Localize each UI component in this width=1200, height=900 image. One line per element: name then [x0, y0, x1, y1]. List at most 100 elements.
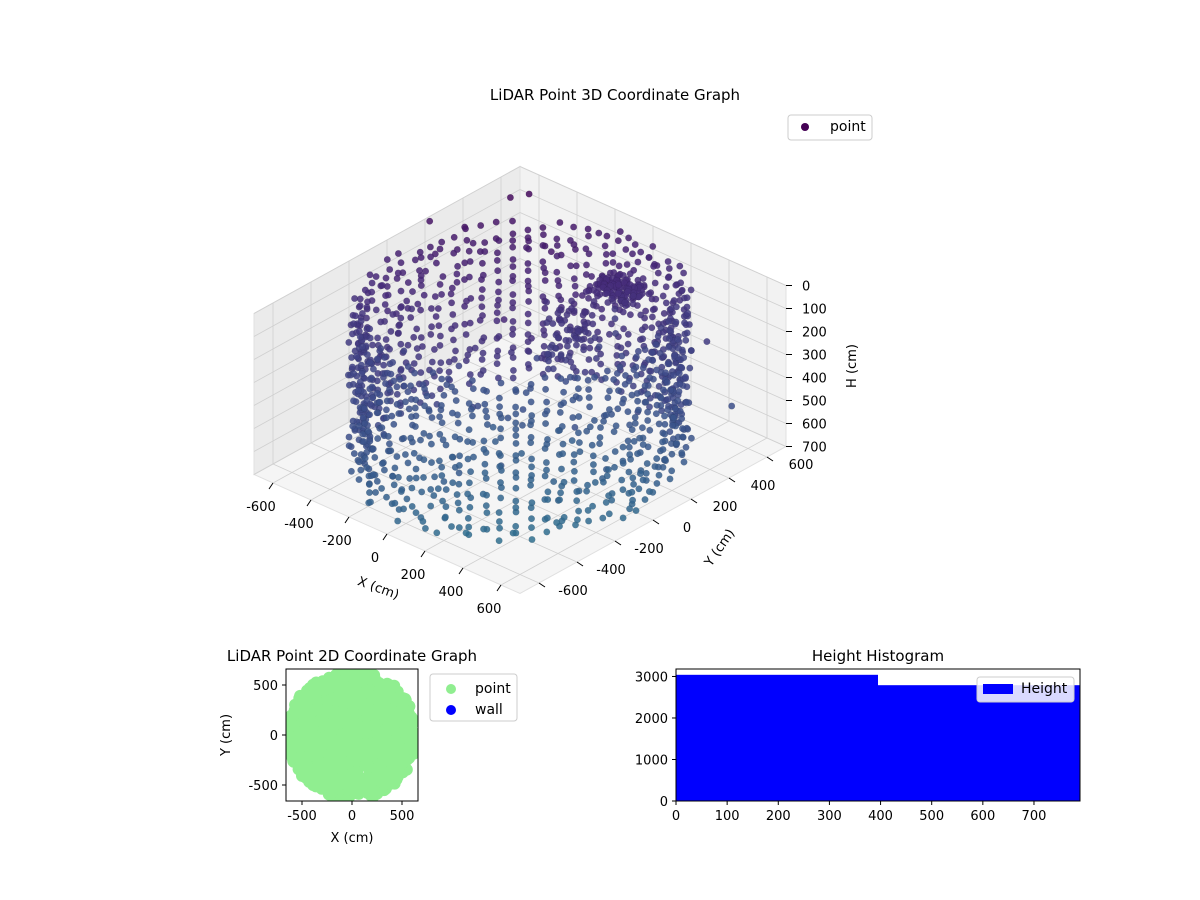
- point-3d: [401, 451, 409, 459]
- point-3d: [659, 438, 667, 446]
- point-3d: [522, 389, 530, 397]
- point-3d: [361, 286, 369, 294]
- point-3d: [509, 325, 517, 333]
- point-3d: [629, 496, 637, 504]
- point-3d: [630, 366, 638, 374]
- chart-2d-xlabel: X (cm): [331, 831, 374, 846]
- point-3d: [605, 492, 613, 500]
- point-3d: [408, 484, 416, 492]
- point-3d: [500, 316, 508, 324]
- point-3d: [384, 307, 392, 315]
- point-3d: [455, 480, 463, 488]
- point-3d: [355, 422, 363, 430]
- legend-2d-label-point: point: [475, 681, 511, 697]
- point-3d: [682, 398, 690, 406]
- legend-2d: point wall: [429, 673, 518, 722]
- point-3d: [560, 399, 568, 407]
- point-3d: [601, 242, 609, 250]
- point-3d: [350, 370, 358, 378]
- legend-3d-label: point: [830, 119, 866, 135]
- point-3d: [542, 459, 550, 467]
- point-3d: [350, 397, 358, 405]
- point-3d: [442, 503, 450, 511]
- point-3d: [436, 430, 444, 438]
- point-3d: [681, 319, 689, 327]
- point-3d: [414, 300, 422, 308]
- ticks-2d: -500 0 500 -500 0 500: [248, 679, 414, 824]
- point-3d: [512, 386, 520, 394]
- point-3d: [656, 349, 664, 357]
- point-3d: [383, 493, 391, 501]
- point-2d: [338, 680, 351, 693]
- point-3d: [527, 398, 535, 406]
- point-3d: [361, 404, 369, 412]
- point-3d: [567, 262, 575, 270]
- point-3d: [426, 217, 434, 225]
- point-3d: [385, 440, 393, 448]
- point-3d: [588, 441, 596, 449]
- point-3d: [600, 417, 608, 425]
- point-3d: [637, 311, 645, 319]
- point-3d: [553, 235, 561, 243]
- point-3d: [566, 373, 574, 381]
- point-3d: [528, 499, 536, 507]
- point-3d: [642, 398, 650, 406]
- legend-histogram-swatch: [983, 684, 1013, 694]
- point-3d: [481, 239, 489, 247]
- point-3d: [462, 529, 470, 537]
- point-3d: [614, 405, 622, 413]
- point-3d: [417, 334, 425, 342]
- point-3d: [412, 465, 420, 473]
- point-3d: [596, 433, 604, 441]
- point-3d: [349, 422, 357, 430]
- z3d-tick-label: 400: [802, 372, 827, 387]
- point-3d: [609, 250, 617, 258]
- point-3d: [481, 460, 489, 468]
- histogram-bar: [676, 674, 878, 801]
- point-3d: [574, 327, 582, 335]
- point-3d: [360, 438, 368, 446]
- point-3d: [432, 313, 440, 321]
- point-3d: [524, 277, 532, 285]
- point-3d: [434, 305, 442, 313]
- point-3d: [539, 293, 547, 301]
- point-3d: [671, 405, 679, 413]
- point-3d: [354, 387, 362, 395]
- point-3d: [652, 410, 660, 418]
- yhist-tick-label: 2000: [635, 712, 668, 727]
- point-3d: [382, 406, 390, 414]
- point-3d: [477, 221, 485, 229]
- point-3d: [445, 368, 453, 376]
- point-3d: [554, 334, 562, 342]
- point-3d: [525, 190, 533, 198]
- point-3d: [469, 385, 477, 393]
- point-3d: [543, 398, 551, 406]
- point-3d: [632, 353, 640, 361]
- point-3d: [673, 440, 681, 448]
- point-3d: [528, 471, 536, 479]
- point-3d: [630, 437, 638, 445]
- point-3d: [509, 299, 517, 307]
- point-3d: [372, 273, 380, 281]
- point-3d: [483, 421, 491, 429]
- chart-2d-title: LiDAR Point 2D Coordinate Graph: [227, 647, 477, 665]
- point-3d: [504, 414, 512, 422]
- point-3d: [557, 352, 565, 360]
- point-3d: [661, 455, 669, 463]
- point-3d: [382, 380, 390, 388]
- z3d-tick-label: 700: [802, 441, 827, 456]
- point-3d: [629, 300, 637, 308]
- point-3d: [353, 352, 361, 360]
- point-3d: [382, 292, 390, 300]
- point-3d: [541, 374, 549, 382]
- y2d-tick-label: 0: [270, 729, 278, 744]
- point-3d: [404, 363, 412, 371]
- point-3d: [597, 424, 605, 432]
- point-3d: [406, 474, 414, 482]
- point-3d: [568, 437, 576, 445]
- point-3d: [598, 305, 606, 313]
- point-3d: [525, 297, 533, 305]
- point-3d: [635, 485, 643, 493]
- point-3d: [687, 347, 695, 355]
- point-3d: [575, 439, 583, 447]
